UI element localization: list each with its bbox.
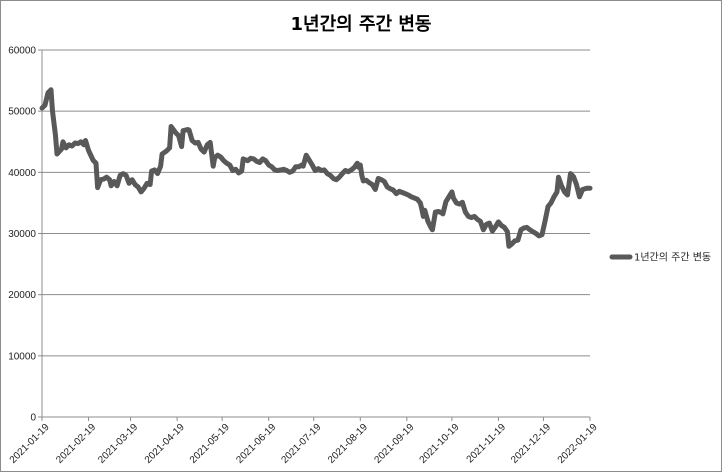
chart-title: 1년간의 주간 변동 bbox=[290, 14, 432, 35]
x-tick-label: 2021-09-19 bbox=[373, 422, 417, 466]
x-tick-label: 2021-06-19 bbox=[234, 422, 278, 466]
y-tick-label: 10000 bbox=[8, 351, 36, 362]
series-line bbox=[39, 87, 593, 249]
x-tick-label: 2021-04-19 bbox=[143, 422, 187, 466]
x-tick-label: 2021-08-19 bbox=[326, 422, 370, 466]
x-tick-label: 2021-05-19 bbox=[188, 422, 232, 466]
y-tick-label: 30000 bbox=[8, 229, 36, 240]
x-tick-label: 2021-01-19 bbox=[8, 422, 52, 466]
y-axis-ticks: 0 10000 20000 30000 40000 50000 60000 bbox=[8, 46, 42, 424]
series-group bbox=[39, 87, 593, 249]
y-tick-label: 20000 bbox=[8, 290, 36, 301]
x-tick-label: 2021-03-19 bbox=[96, 422, 140, 466]
y-tick-label: 60000 bbox=[8, 46, 36, 57]
x-tick-label: 2022-01-19 bbox=[556, 422, 600, 466]
x-tick-label: 2021-12-19 bbox=[509, 422, 553, 466]
legend-label: 1년간의 주간 변동 bbox=[634, 252, 711, 264]
legend: 1년간의 주간 변동 bbox=[609, 252, 711, 264]
y-tick-label: 50000 bbox=[8, 107, 36, 118]
gridlines bbox=[42, 49, 590, 357]
x-tick-label: 2021-07-19 bbox=[279, 422, 323, 466]
y-tick-label: 0 bbox=[30, 413, 36, 424]
x-tick-label: 2021-02-19 bbox=[54, 422, 98, 466]
x-tick-label: 2021-11-19 bbox=[465, 422, 509, 466]
y-tick-label: 40000 bbox=[8, 168, 36, 179]
x-tick-label: 2021-10-19 bbox=[418, 422, 462, 466]
